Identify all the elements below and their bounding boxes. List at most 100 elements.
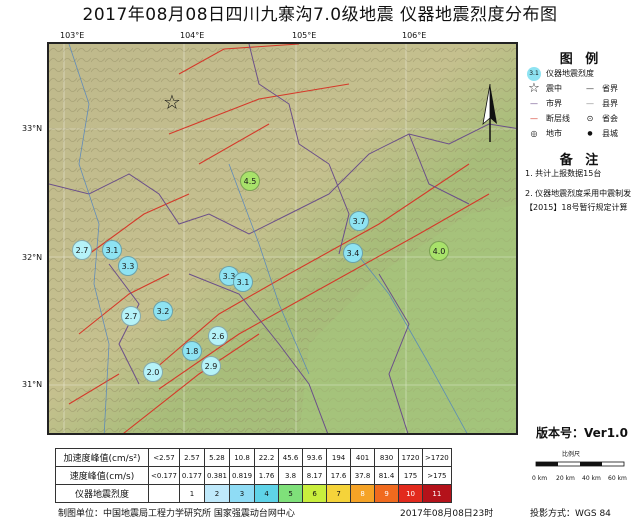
pga-cell: 1720 [398, 448, 424, 467]
station-marker[interactable]: 2.7 [121, 306, 141, 326]
station-marker[interactable]: 4.5 [240, 171, 260, 191]
pgv-header: 速度峰值(cm/s) [55, 466, 149, 485]
pga-cell: 194 [326, 448, 352, 467]
scale-tick: 20 km [556, 475, 575, 482]
province-boundary-icon: — [586, 84, 594, 93]
intensity-swatch: 9 [374, 484, 400, 503]
terrain-layer [49, 44, 516, 433]
pga-cell: 5.28 [203, 448, 231, 467]
intensity-swatch: 4 [254, 484, 280, 503]
pga-cell: >1720 [422, 448, 452, 467]
pgv-cell: 17.6 [326, 466, 352, 485]
pga-header: 加速度峰值(cm/s²) [55, 448, 149, 467]
station-marker[interactable]: 4.0 [429, 241, 449, 261]
station-marker[interactable]: 2.0 [143, 362, 163, 382]
latitude-label-33: 33°N [22, 124, 43, 133]
scale-tick: 40 km [582, 475, 601, 482]
intensity-header: 仪器地震烈度 [55, 484, 149, 503]
intensity-swatch: 2 [203, 484, 231, 503]
notes-title: 备 注 [559, 153, 603, 168]
pgv-cell: >175 [422, 466, 452, 485]
station-marker[interactable]: 2.7 [72, 240, 92, 260]
intensity-swatch: 7 [326, 484, 352, 503]
longitude-label-104: 104°E [180, 31, 205, 40]
station-marker[interactable]: 2.6 [208, 326, 228, 346]
intensity-swatch: 10 [398, 484, 424, 503]
intensity-swatch: 11 [422, 484, 452, 503]
legend-label: 县界 [602, 99, 618, 108]
station-marker[interactable]: 3.3 [118, 256, 138, 276]
latitude-label-32: 32°N [22, 253, 43, 262]
intensity-symbol-icon: 3.1 [527, 66, 541, 81]
intensity-swatch: 3 [228, 484, 256, 503]
legend: 图 例 3.1 仪器地震烈度 ☆ 震中 — 省界 — 市界 — 县界 — 断层线 [525, 48, 637, 221]
legend-label: 断层线 [546, 114, 570, 123]
epicenter-icon: ☆ [528, 81, 540, 96]
legend-label: 地市 [546, 129, 562, 138]
legend-label: 县城 [602, 129, 618, 138]
legend-label: 省界 [602, 84, 618, 93]
pga-row: 加速度峰值(cm/s²) <2.57 2.57 5.28 10.8 22.2 4… [55, 448, 452, 467]
legend-label: 震中 [546, 84, 562, 93]
station-marker[interactable]: 3.7 [349, 211, 369, 231]
longitude-label-106: 106°E [402, 31, 427, 40]
pgv-cell: <0.177 [148, 466, 180, 485]
pga-cell: 10.8 [228, 448, 256, 467]
scale-title: 比例尺 [562, 451, 581, 458]
legend-label: 省会 [602, 114, 618, 123]
intensity-row: 仪器地震烈度 1 2 3 4 5 6 7 8 9 10 11 [55, 484, 452, 503]
pgv-cell: 37.8 [350, 466, 376, 485]
legend-title: 图 例 [559, 52, 603, 67]
pgv-cell: 0.177 [178, 466, 205, 485]
longitude-label-103: 103°E [60, 31, 85, 40]
station-marker[interactable]: 3.1 [102, 240, 122, 260]
latitude-label-31: 31°N [22, 380, 43, 389]
station-marker[interactable]: 3.1 [233, 272, 253, 292]
pga-cell: <2.57 [148, 448, 180, 467]
intensity-table: 加速度峰值(cm/s²) <2.57 2.57 5.28 10.8 22.2 4… [55, 448, 452, 503]
footer-date: 2017年08月08日23时 [400, 509, 494, 519]
north-arrow-icon [482, 84, 497, 142]
legend-label: 市界 [546, 99, 562, 108]
county-seat-icon: ● [587, 130, 593, 137]
fault-line-icon: — [530, 114, 538, 123]
intensity-map[interactable]: ☆ 4.5 3.7 3.4 4.0 2.7 3.1 3.3 3.3 3.1 2.… [47, 42, 518, 435]
prefecture-city-icon: ◎ [530, 129, 538, 138]
epicenter-star-icon[interactable]: ☆ [163, 90, 181, 114]
intensity-swatch [148, 484, 180, 503]
pga-cell: 2.57 [178, 448, 205, 467]
provincial-capital-icon: ⊙ [586, 114, 594, 123]
legend-label: 仪器地震烈度 [546, 69, 594, 78]
pga-cell: 830 [374, 448, 400, 467]
map-title: 2017年08月08日四川九寨沟7.0级地震 仪器地震烈度分布图 [82, 5, 558, 25]
pgv-cell: 3.8 [278, 466, 304, 485]
pgv-cell: 0.381 [203, 466, 231, 485]
pgv-row: 速度峰值(cm/s) <0.177 0.177 0.381 0.819 1.76… [55, 466, 452, 485]
pga-cell: 45.6 [278, 448, 304, 467]
station-marker[interactable]: 3.2 [153, 301, 173, 321]
pgv-cell: 1.76 [254, 466, 280, 485]
longitude-label-105: 105°E [292, 31, 317, 40]
city-boundary-icon: — [530, 99, 538, 108]
pgv-cell: 8.17 [302, 466, 328, 485]
scale-tick: 0 km [532, 475, 548, 482]
footer-org: 制图单位：中国地震局工程力学研究所 国家强震动台网中心 [58, 509, 295, 519]
legend-row-intensity: 3.1 仪器地震烈度 [525, 66, 637, 81]
station-marker[interactable]: 1.8 [182, 341, 202, 361]
intensity-swatch: 6 [302, 484, 328, 503]
note-item: 1. 共计上报数据15台 [525, 169, 602, 178]
pgv-cell: 175 [398, 466, 424, 485]
station-marker[interactable]: 3.4 [343, 243, 363, 263]
note-item: 2. 仪器地震烈度采用中震制发【2015】18号暂行规定计算 [525, 189, 632, 212]
intensity-swatch: 5 [278, 484, 304, 503]
station-marker[interactable]: 2.9 [201, 356, 221, 376]
pga-cell: 22.2 [254, 448, 280, 467]
pgv-cell: 0.819 [228, 466, 256, 485]
scale-tick: 60 km [608, 475, 627, 482]
pga-cell: 401 [350, 448, 376, 467]
pgv-cell: 81.4 [374, 466, 400, 485]
version-label: 版本号：Ver1.0 [536, 426, 628, 440]
intensity-swatch: 8 [350, 484, 376, 503]
intensity-swatch: 1 [178, 484, 205, 503]
scale-bar: 比例尺 0 km 20 km 40 km 60 km [532, 449, 632, 489]
